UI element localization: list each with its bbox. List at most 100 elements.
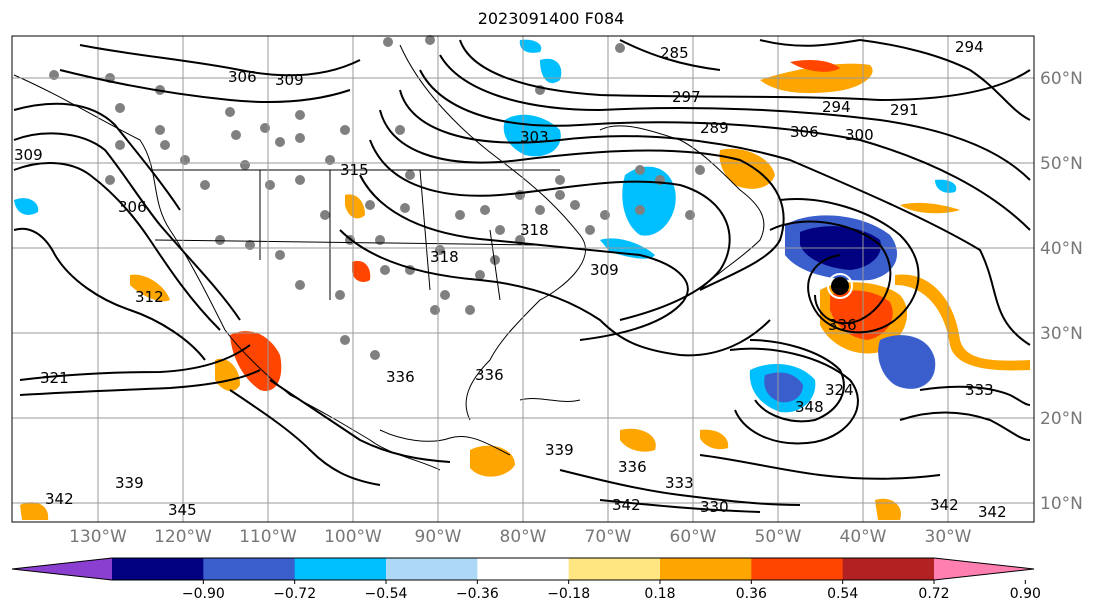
contour-label: 336: [618, 458, 647, 476]
coastlines: [13, 44, 765, 471]
contour-lines: [13, 39, 1031, 513]
contour-label: 318: [520, 221, 549, 239]
latitude-axis: 60°N 50°N 40°N 30°N 20°N 10°N: [1040, 69, 1083, 514]
latitude-label: 60°N: [1040, 69, 1083, 89]
positive-core-north: [790, 60, 840, 72]
colorbar-tick-label: 0.72: [918, 586, 949, 602]
contour-label: 303: [520, 128, 549, 146]
contour-label: 291: [890, 101, 919, 119]
positive-blob-caribbean: [470, 445, 515, 477]
positive-blob-plains: [345, 194, 365, 219]
colorbar-segment: [112, 558, 204, 580]
contour-label: 309: [590, 261, 619, 279]
contour-label: 339: [545, 441, 574, 459]
colorbar-segment: [568, 558, 661, 580]
longitude-axis: 130°W 120°W 110°W 100°W 90°W 80°W 70°W 6…: [69, 527, 972, 547]
contour-label: 333: [965, 381, 994, 399]
contour-label: 297: [672, 88, 701, 106]
negative-blob-east: [935, 179, 957, 193]
map-title: 2023091400 F084: [477, 9, 625, 28]
contour-label: 336: [475, 366, 504, 384]
colorbar-segment: [842, 558, 935, 580]
latitude-label: 10°N: [1040, 494, 1083, 514]
latitude-label: 30°N: [1040, 324, 1083, 344]
colorbar-extension-low: [12, 558, 112, 580]
latitude-label: 40°N: [1040, 239, 1083, 259]
map-frame: [11, 35, 1035, 523]
longitude-label: 40°W: [840, 527, 887, 547]
colorbar-segment: [294, 558, 387, 580]
positive-blob-pacific: [130, 274, 170, 302]
longitude-label: 30°W: [925, 527, 972, 547]
latitude-label: 20°N: [1040, 409, 1083, 429]
negative-core-southwest: [764, 372, 803, 403]
colorbar-tick-label: −0.90: [182, 586, 225, 602]
contour-label: 294: [955, 38, 984, 56]
positive-blob-atlantic-south-2: [700, 429, 729, 450]
contour-label: 294: [822, 98, 851, 116]
contour-label: 345: [168, 501, 197, 519]
hurricane-center: [827, 273, 853, 299]
contour-label-group: 306 309 303 306 300 294 291 297 289 285 …: [14, 38, 1007, 521]
longitude-label: 80°W: [500, 527, 547, 547]
contour-label: 348: [795, 398, 824, 416]
colorbar-tick-label: −0.72: [273, 586, 316, 602]
longitude-label: 120°W: [154, 527, 212, 547]
colorbar-tick-label: −0.18: [547, 586, 590, 602]
longitude-label: 100°W: [324, 527, 382, 547]
negative-blob-west: [14, 198, 39, 215]
contour-label: 306: [228, 68, 257, 86]
longitude-label: 90°W: [415, 527, 462, 547]
colorbar-tick-label: 0.90: [1010, 586, 1041, 602]
colorbar-tick-label: −0.36: [456, 586, 499, 602]
colorbar-segment: [386, 558, 478, 580]
station-dots: [49, 35, 705, 360]
colorbar-segment: [660, 558, 752, 580]
positive-blob-sw-corner: [20, 502, 49, 520]
longitude-label: 130°W: [69, 527, 127, 547]
contour-label: 309: [14, 146, 43, 164]
contour-label: 309: [275, 71, 304, 89]
positive-blob-atlantic-south: [620, 428, 656, 452]
positive-field-mexico-west: [215, 358, 240, 392]
contour-label: 330: [700, 498, 729, 516]
latitude-label: 50°N: [1040, 154, 1083, 174]
contour-label: 321: [40, 369, 69, 387]
colorbar-tick-label: 0.18: [644, 586, 675, 602]
contour-label: 342: [45, 490, 74, 508]
longitude-label: 70°W: [585, 527, 632, 547]
longitude-label: 50°W: [755, 527, 802, 547]
contour-label: 312: [135, 288, 164, 306]
contour-label: 300: [845, 126, 874, 144]
negative-blob-far-north: [540, 58, 562, 84]
longitude-label: 110°W: [239, 527, 297, 547]
positive-blob-se: [875, 498, 901, 520]
longitude-label: 60°W: [670, 527, 717, 547]
positive-blob-central: [352, 260, 371, 282]
contour-label: 342: [612, 496, 641, 514]
contour-label: 324: [825, 381, 854, 399]
contour-label: 336: [828, 316, 857, 334]
contour-label: 315: [340, 161, 369, 179]
colorbar-tick-label: 0.36: [736, 586, 767, 602]
contour-label: 289: [700, 119, 729, 137]
positive-blob-east-mid: [900, 202, 960, 214]
contour-label: 306: [118, 198, 147, 216]
colorbar-extension-high: [934, 558, 1034, 580]
contour-label: 339: [115, 474, 144, 492]
contour-label: 333: [665, 474, 694, 492]
negative-blob-top: [519, 39, 542, 53]
contour-label: 318: [430, 248, 459, 266]
contour-label: 342: [978, 503, 1007, 521]
negative-field-south: [878, 335, 936, 389]
colorbar-segment: [751, 558, 844, 580]
contour-label: 285: [660, 44, 689, 62]
negative-strip-coast: [600, 238, 655, 259]
colorbar-tick-label: 0.54: [827, 586, 858, 602]
colorbar-segment: [203, 558, 296, 580]
contour-label: 306: [790, 123, 819, 141]
contour-label: 342: [930, 496, 959, 514]
contour-label: 336: [386, 368, 415, 386]
positive-core-storm: [830, 290, 893, 340]
